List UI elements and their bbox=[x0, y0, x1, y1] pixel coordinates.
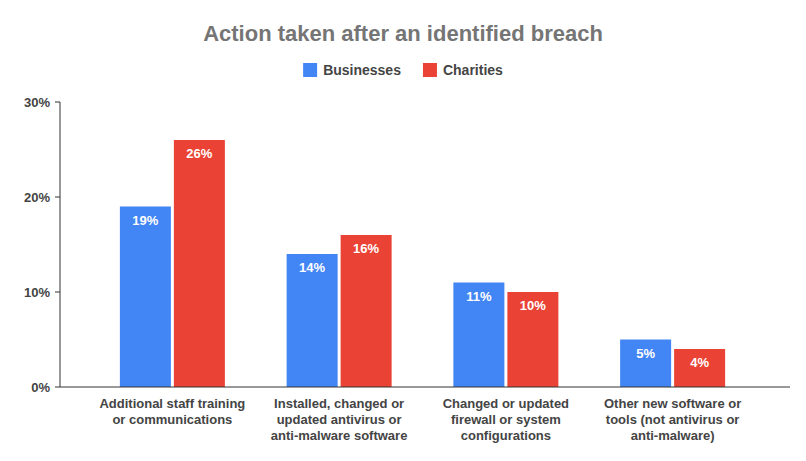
x-tick-label-line: Changed or updated bbox=[443, 396, 569, 411]
y-tick bbox=[55, 102, 60, 103]
data-label: 4% bbox=[690, 355, 709, 370]
x-axis bbox=[60, 387, 790, 388]
bar bbox=[341, 235, 392, 387]
x-tick-label-line: configurations bbox=[461, 428, 551, 443]
data-label: 26% bbox=[186, 146, 212, 161]
x-tick-label-line: tools (not antivirus or bbox=[606, 412, 740, 427]
y-tick bbox=[55, 387, 60, 388]
x-tick-label-line: Other new software or bbox=[604, 396, 741, 411]
y-tick bbox=[55, 292, 60, 293]
data-labels: 19% 14% 11% 5% 26% 16% 10% 4% bbox=[132, 146, 709, 370]
y-axis bbox=[60, 102, 61, 387]
legend-label: Charities bbox=[443, 62, 503, 78]
bar bbox=[287, 254, 338, 387]
legend-label: Businesses bbox=[323, 62, 401, 78]
bar bbox=[453, 283, 504, 388]
bar bbox=[507, 292, 558, 387]
legend-swatch bbox=[303, 63, 317, 77]
y-tick bbox=[55, 197, 60, 198]
title: Action taken after an identified breach bbox=[203, 21, 603, 46]
data-label: 11% bbox=[466, 289, 492, 304]
x-tick-label-line: or communications bbox=[112, 412, 232, 427]
y-tick-label: 30% bbox=[24, 95, 50, 110]
data-label: 14% bbox=[299, 260, 325, 275]
bar bbox=[120, 207, 171, 388]
legend: Businesses Charities bbox=[303, 62, 503, 78]
y-tick-label: 10% bbox=[24, 285, 50, 300]
data-label: 16% bbox=[353, 241, 379, 256]
bar bbox=[174, 140, 225, 387]
x-tick-label: Changed or updatedfirewall or systemconf… bbox=[443, 396, 569, 443]
x-tick-label-line: firewall or system bbox=[451, 412, 561, 427]
bar bbox=[620, 340, 671, 388]
x-tick-label-line: Additional staff training bbox=[99, 396, 245, 411]
x-tick-label: Other new software ortools (not antiviru… bbox=[604, 396, 741, 443]
data-label: 19% bbox=[132, 213, 158, 228]
chart: Action taken after an identified breach B… bbox=[0, 0, 806, 461]
x-tick-label-line: updated antivirus or bbox=[277, 412, 402, 427]
x-tick-label-line: Installed, changed or bbox=[274, 396, 404, 411]
x-tick-label-line: anti-malware software bbox=[271, 428, 408, 443]
bars bbox=[120, 140, 725, 387]
y-tick-label: 20% bbox=[24, 190, 50, 205]
legend-swatch bbox=[423, 63, 437, 77]
x-tick-label-line: anti-malware) bbox=[631, 428, 715, 443]
data-label: 10% bbox=[520, 298, 546, 313]
x-tick-label: Installed, changed orupdated antivirus o… bbox=[271, 396, 408, 443]
x-tick-label: Additional staff trainingor communicatio… bbox=[99, 396, 245, 427]
data-label: 5% bbox=[636, 346, 655, 361]
bar bbox=[674, 349, 725, 387]
y-tick-label: 0% bbox=[31, 380, 50, 395]
